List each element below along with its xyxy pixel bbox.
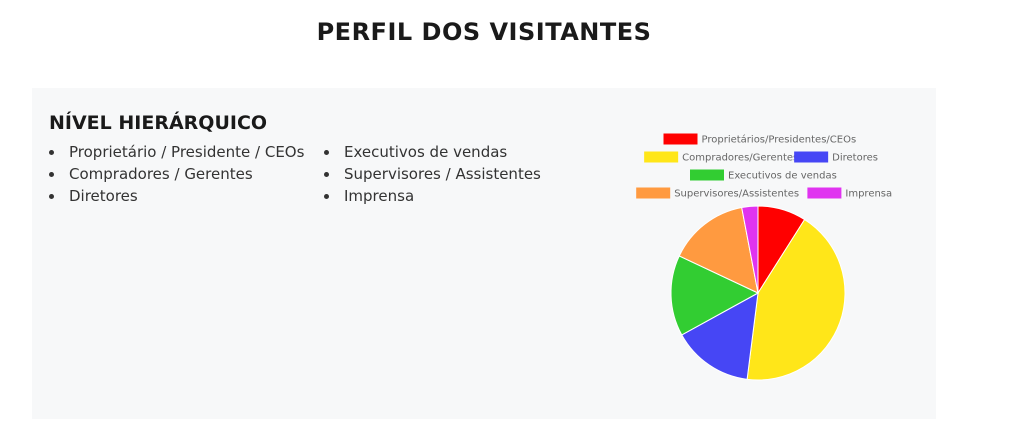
pie-slice[interactable] <box>741 205 759 294</box>
list-item: Supervisores / Assistentes <box>324 163 541 185</box>
legend-swatch <box>663 133 698 145</box>
legend-item[interactable]: Compradores/Gerentes <box>644 151 798 164</box>
legend-label: Compradores/Gerentes <box>682 153 798 164</box>
list-item: Executivos de vendas <box>324 141 541 163</box>
page-title: PERFIL DOS VISITANTES <box>316 18 652 46</box>
hierarchy-list-right: Executivos de vendas Supervisores / Assi… <box>324 141 541 207</box>
legend-label: Supervisores/Assistentes <box>674 189 799 200</box>
list-item: Imprensa <box>324 185 541 207</box>
legend-swatch <box>807 187 842 199</box>
legend-item[interactable]: Supervisores/Assistentes <box>636 187 799 200</box>
list-item: Diretores <box>49 185 304 207</box>
legend-label: Proprietários/Presidentes/CEOs <box>702 134 857 146</box>
legend-swatch <box>644 151 679 163</box>
hierarchy-list-left: Proprietário / Presidente / CEOs Comprad… <box>49 141 304 207</box>
section-title: NÍVEL HIERÁRQUICO <box>49 112 268 134</box>
legend-item[interactable]: Diretores <box>794 151 878 164</box>
legend-swatch <box>690 169 724 181</box>
legend-swatch <box>636 187 671 199</box>
list-item: Compradores / Gerentes <box>49 163 304 185</box>
legend-label: Executivos de vendas <box>728 171 837 182</box>
legend-label: Imprensa <box>845 189 892 200</box>
legend-item[interactable]: Proprietários/Presidentes/CEOs <box>663 133 857 146</box>
pie-slice[interactable] <box>670 255 760 336</box>
pie-slice[interactable] <box>678 206 759 294</box>
legend-swatch <box>794 151 829 163</box>
pie-chart: Proprietários/Presidentes/CEOs Compradore… <box>636 133 892 381</box>
pie-slice[interactable] <box>681 292 759 380</box>
legend-item[interactable]: Executivos de vendas <box>690 169 837 182</box>
legend-label: Diretores <box>832 153 878 164</box>
legend-item[interactable]: Imprensa <box>807 187 892 200</box>
list-item: Proprietário / Presidente / CEOs <box>49 141 304 163</box>
pie-slice[interactable] <box>746 218 846 381</box>
